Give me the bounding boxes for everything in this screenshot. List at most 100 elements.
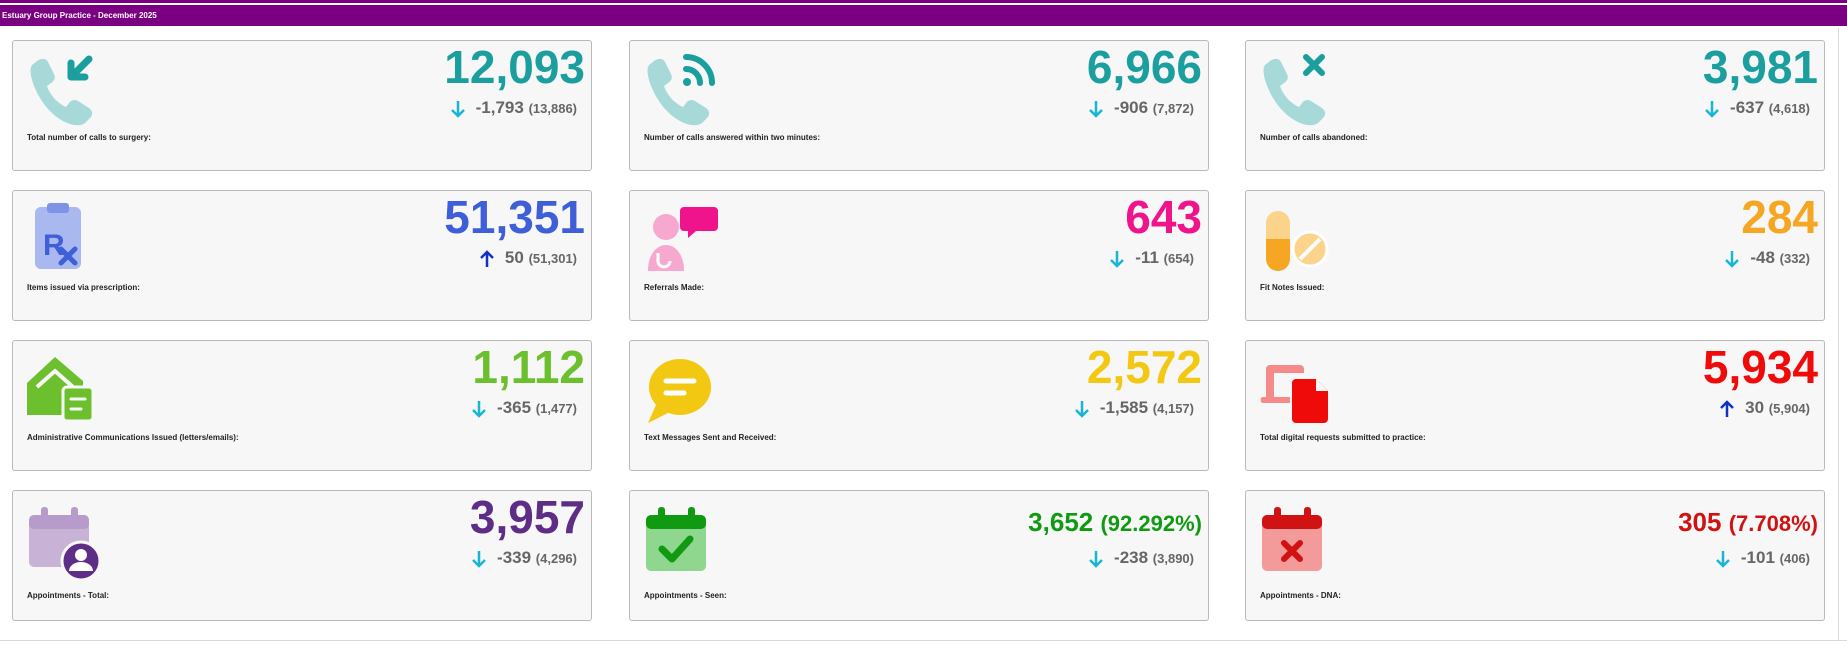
phone-incoming-icon bbox=[30, 55, 93, 126]
delta-value: -238 bbox=[1114, 548, 1149, 567]
card-appointments-seen: 3,652 (92.292%) -238 (3,890) Appointment… bbox=[629, 490, 1209, 621]
value-number: 3,652 bbox=[1028, 507, 1094, 537]
metric-label: Administrative Communications Issued (le… bbox=[27, 433, 239, 442]
delta-value: 30 bbox=[1745, 398, 1765, 417]
metric-label: Number of calls abandoned: bbox=[1260, 133, 1368, 142]
metric-label: Total digital requests submitted to prac… bbox=[1260, 433, 1426, 442]
arrow-down-icon bbox=[472, 550, 486, 568]
card-referrals: 643 -11 (654) Referrals Made: bbox=[629, 190, 1209, 321]
value-percentage: (7.708%) bbox=[1728, 511, 1818, 536]
arrow-up-icon bbox=[480, 249, 494, 267]
metric-value: 51,351 bbox=[444, 191, 585, 243]
metric-label: Referrals Made: bbox=[644, 283, 705, 292]
delta-value: -637 bbox=[1730, 98, 1765, 117]
metric-label: Appointments - DNA: bbox=[1260, 591, 1341, 600]
doctor-chat-icon bbox=[648, 207, 718, 271]
delta-value: -906 bbox=[1114, 98, 1149, 117]
metric-label: Text Messages Sent and Received: bbox=[644, 433, 777, 442]
page-header: Estuary Group Practice - December 2025 bbox=[0, 5, 1847, 26]
previous-value: (1,477) bbox=[535, 401, 577, 416]
bottom-divider bbox=[0, 640, 1847, 641]
delta-value: -1,585 bbox=[1099, 398, 1149, 417]
delta-value: -339 bbox=[497, 548, 532, 567]
arrow-down-icon bbox=[450, 100, 465, 118]
metric-label: Appointments - Seen: bbox=[644, 591, 727, 600]
metric-label: Number of calls answered within two minu… bbox=[644, 133, 821, 142]
calendar-cross-icon bbox=[1262, 507, 1322, 571]
right-divider bbox=[1838, 28, 1839, 640]
card-admin-comms: 1,112 -365 (1,477) Administrative Commun… bbox=[12, 340, 592, 471]
metric-change: -906 (7,872) bbox=[1088, 97, 1194, 119]
metric-change: -339 (4,296) bbox=[471, 547, 577, 569]
top-accent-line bbox=[0, 0, 1847, 3]
metric-label: Fit Notes Issued: bbox=[1260, 283, 1325, 292]
previous-value: (13,886) bbox=[528, 101, 577, 116]
metric-change: -1,793 (13,886) bbox=[450, 97, 577, 119]
metric-change: -101 (406) bbox=[1715, 547, 1810, 569]
calendar-user-icon bbox=[29, 507, 102, 579]
previous-value: (4,157) bbox=[1152, 401, 1194, 416]
card-calls-abandoned: 3,981 -637 (4,618) Number of calls aband… bbox=[1245, 40, 1825, 171]
laptop-document-icon bbox=[1260, 365, 1328, 423]
prescription-icon: R bbox=[35, 203, 81, 269]
value-percentage: (92.292%) bbox=[1100, 511, 1202, 536]
card-digital-requests: 5,934 30 (5,904) Total digital requests … bbox=[1245, 340, 1825, 471]
metric-label: Appointments - Total: bbox=[27, 591, 110, 600]
card-appointments-total: 3,957 -339 (4,296) Appointments - Total: bbox=[12, 490, 592, 621]
metric-value: 1,112 bbox=[472, 341, 585, 393]
metric-value: 3,652 (92.292%) bbox=[1028, 505, 1202, 541]
pills-icon bbox=[1266, 211, 1329, 271]
metric-value: 305 (7.708%) bbox=[1678, 505, 1818, 541]
value-number: 3,957 bbox=[469, 491, 585, 543]
metric-change: -1,585 (4,157) bbox=[1074, 397, 1194, 419]
arrow-down-icon bbox=[1089, 550, 1103, 568]
metric-change: 50 (51,301) bbox=[479, 247, 577, 269]
metric-change: -637 (4,618) bbox=[1704, 97, 1810, 119]
delta-value: -48 bbox=[1750, 248, 1775, 267]
metric-value: 3,957 bbox=[470, 491, 585, 543]
delta-value: 50 bbox=[504, 248, 524, 267]
previous-value: (406) bbox=[1779, 551, 1810, 566]
envelope-open-icon bbox=[27, 357, 95, 423]
arrow-up-icon bbox=[1720, 399, 1735, 417]
previous-value: (3,890) bbox=[1152, 551, 1194, 566]
metric-label: Total number of calls to surgery: bbox=[27, 133, 151, 142]
delta-value: -1,793 bbox=[475, 98, 524, 117]
arrow-down-icon bbox=[472, 400, 486, 418]
calendar-check-icon bbox=[646, 507, 706, 571]
metric-value: 12,093 bbox=[444, 41, 585, 93]
message-bubble-icon bbox=[648, 359, 711, 423]
arrow-down-icon bbox=[1089, 100, 1103, 118]
metric-value: 643 bbox=[1125, 191, 1202, 243]
metric-value: 2,572 bbox=[1086, 341, 1202, 393]
phone-answered-icon bbox=[647, 54, 715, 126]
metric-change: -365 (1,477) bbox=[471, 397, 577, 419]
previous-value: (332) bbox=[1779, 251, 1810, 266]
previous-value: (51,301) bbox=[528, 251, 577, 266]
metric-change: -48 (332) bbox=[1724, 247, 1810, 269]
previous-value: (4,296) bbox=[535, 551, 577, 566]
metric-change: -11 (654) bbox=[1109, 247, 1194, 269]
arrow-down-icon bbox=[1725, 250, 1740, 268]
card-prescriptions: R 51,351 50 (51,301) Items issued via pr… bbox=[12, 190, 592, 321]
metric-change: -238 (3,890) bbox=[1088, 547, 1194, 569]
previous-value: (7,872) bbox=[1152, 101, 1194, 116]
metric-value: 284 bbox=[1741, 191, 1818, 243]
metric-change: 30 (5,904) bbox=[1719, 397, 1810, 419]
card-text-messages: 2,572 -1,585 (4,157) Text Messages Sent … bbox=[629, 340, 1209, 471]
card-calls-answered: 6,966 -906 (7,872) Number of calls answe… bbox=[629, 40, 1209, 171]
arrow-down-icon bbox=[1074, 400, 1089, 418]
svg-text:R: R bbox=[43, 229, 65, 262]
previous-value: (5,904) bbox=[1768, 401, 1810, 416]
previous-value: (4,618) bbox=[1768, 101, 1810, 116]
arrow-down-icon bbox=[1110, 250, 1125, 268]
previous-value: (654) bbox=[1163, 251, 1194, 266]
metric-value: 3,981 bbox=[1702, 41, 1818, 93]
delta-value: -101 bbox=[1740, 548, 1775, 567]
arrow-down-icon bbox=[1715, 550, 1730, 568]
value-number: 305 bbox=[1678, 507, 1722, 537]
delta-value: -11 bbox=[1135, 248, 1159, 267]
metric-value: 6,966 bbox=[1086, 41, 1202, 93]
arrow-down-icon bbox=[1705, 100, 1719, 118]
metric-value: 5,934 bbox=[1702, 341, 1818, 393]
